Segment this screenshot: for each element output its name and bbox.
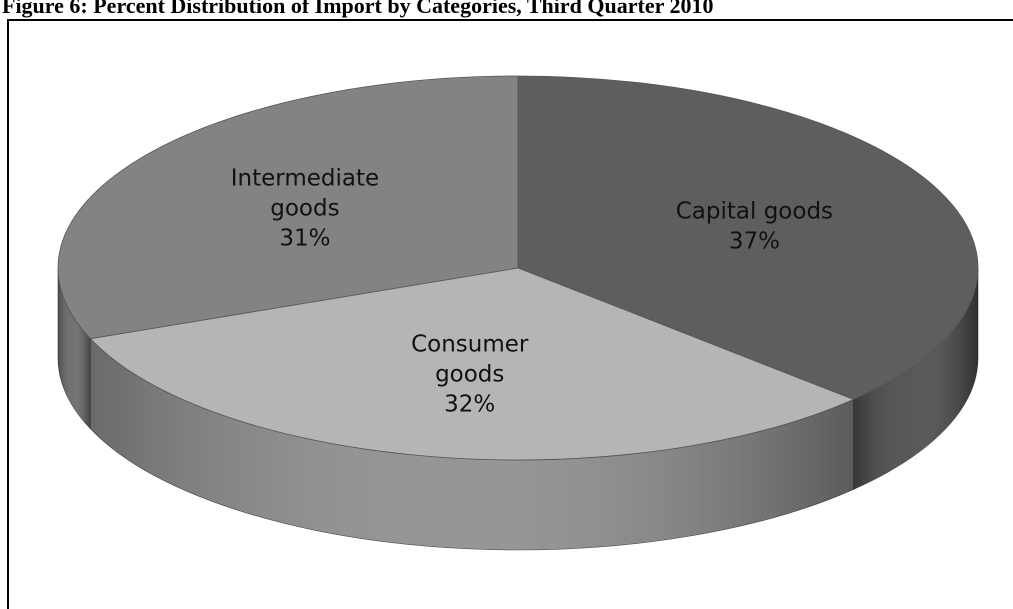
figure-title: Figure 6: Percent Distribution of Import… xyxy=(0,0,1013,22)
pie-labels: Capital goods 37% Consumer goods 32% Intermed… xyxy=(231,166,833,418)
data-label-line: Capital goods xyxy=(676,198,833,224)
slice-capital-goods xyxy=(517,75,979,400)
data-label-line: goods xyxy=(270,196,339,222)
data-label-line: Intermediate xyxy=(231,166,379,192)
pie-chart: Capital goods 37% Consumer goods 32% Intermed… xyxy=(57,75,979,551)
pie-side-walls xyxy=(57,267,979,551)
slice-intermediate-goods xyxy=(57,75,519,340)
data-label-consumer-goods: Consumer goods 32% xyxy=(411,332,529,418)
data-label-line: 32% xyxy=(444,392,495,418)
data-label-intermediate-goods: Intermediate goods 31% xyxy=(231,166,379,252)
data-label-line: goods xyxy=(435,362,504,388)
data-label-line: 37% xyxy=(729,228,780,254)
data-label-capital-goods: Capital goods 37% xyxy=(676,198,833,254)
figure-title-text: Figure 6: Percent Distribution of Import… xyxy=(2,0,714,18)
slice-wall-shading-consumer-goods xyxy=(90,338,854,550)
data-label-line: 31% xyxy=(279,226,330,252)
data-label-line: Consumer xyxy=(411,332,529,358)
slice-wall-shading-capital-goods xyxy=(853,268,978,490)
slice-consumer-goods xyxy=(89,267,855,461)
chart-frame xyxy=(7,19,1013,609)
pie-slices xyxy=(57,75,979,461)
slice-wall-shading-intermediate-goods xyxy=(58,268,91,429)
